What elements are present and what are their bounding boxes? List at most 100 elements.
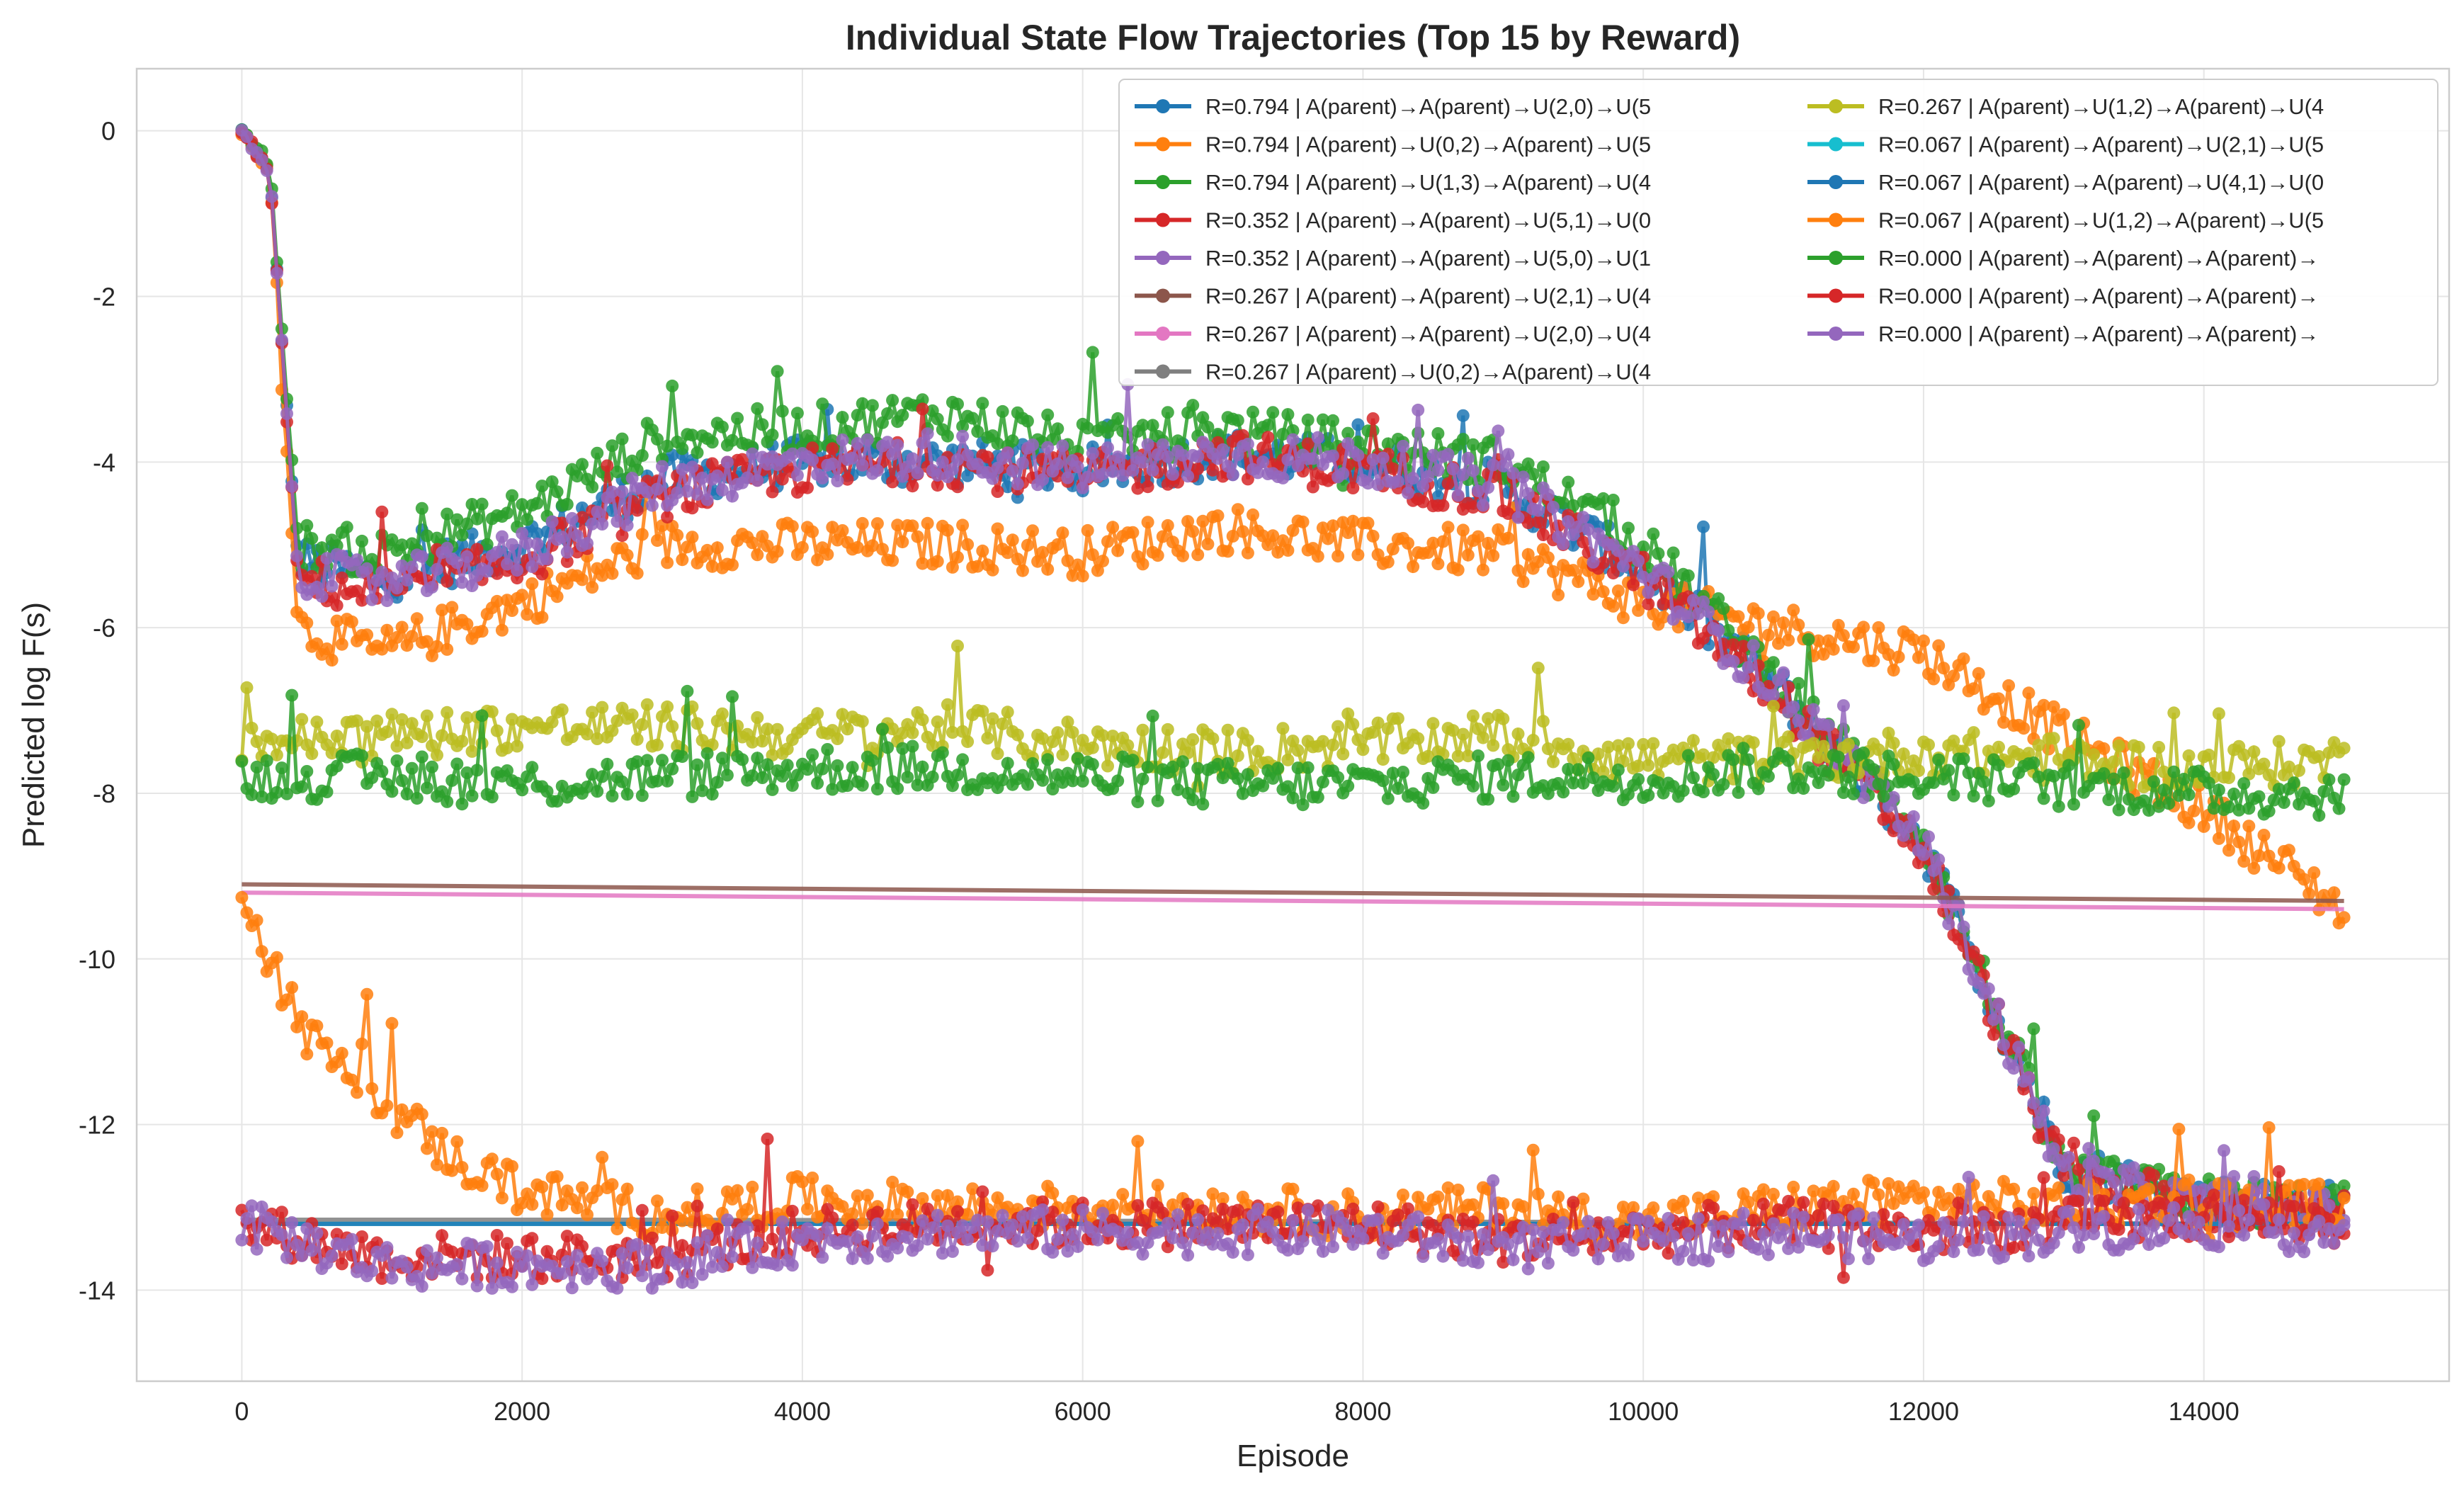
series-point <box>1882 810 1895 824</box>
series-point <box>1151 794 1164 807</box>
series-point <box>751 711 764 724</box>
series-point <box>1482 712 1495 725</box>
series-point <box>951 769 964 782</box>
series-point <box>1056 748 1069 761</box>
series-point <box>1247 405 1259 419</box>
series-point <box>365 1082 379 1095</box>
series-point <box>375 565 389 579</box>
series-point <box>1647 527 1660 540</box>
series-point <box>1942 1224 1955 1237</box>
series-point <box>2222 771 2235 784</box>
series-point <box>2227 787 2241 800</box>
series-point <box>465 579 479 592</box>
series-point <box>951 550 964 564</box>
series-point <box>1126 464 1140 477</box>
series-point <box>611 465 624 479</box>
series-point <box>1487 739 1500 752</box>
series-point <box>490 545 504 559</box>
series-point <box>490 567 504 580</box>
series-point <box>635 718 649 731</box>
series-point <box>545 515 559 528</box>
series-point <box>1001 705 1014 719</box>
series-point <box>1557 786 1570 799</box>
series-point <box>356 594 368 607</box>
series-point <box>601 757 614 771</box>
series-point <box>2097 742 2111 755</box>
series-point <box>375 765 389 778</box>
series-point <box>545 715 559 729</box>
series-point <box>976 1239 989 1252</box>
series-point <box>656 710 669 723</box>
series-point <box>1332 771 1345 784</box>
series-point <box>1041 408 1055 421</box>
series-point <box>601 459 614 472</box>
series-point <box>1131 795 1145 809</box>
series-point <box>865 754 879 767</box>
series-point <box>2157 1179 2171 1193</box>
series-point <box>1026 438 1039 451</box>
series-point <box>1841 771 1855 783</box>
series-point <box>2257 829 2271 841</box>
series-point <box>1086 548 1099 562</box>
series-point <box>1001 480 1014 494</box>
series-point <box>1807 703 1820 716</box>
series-point <box>806 453 819 467</box>
series-point <box>295 1010 309 1024</box>
series-point <box>1552 1190 1565 1203</box>
series-point <box>330 539 344 552</box>
series-point <box>1972 1243 1985 1257</box>
series-point <box>1136 772 1149 786</box>
series-point <box>1927 864 1941 877</box>
series-point <box>686 429 699 442</box>
series-point <box>1766 656 1780 669</box>
series-point <box>1742 753 1755 766</box>
y-tick-label: -8 <box>93 779 115 808</box>
series-point <box>1391 712 1404 725</box>
series-point <box>606 1178 619 1191</box>
series-point <box>351 1086 363 1099</box>
series-point <box>901 1185 914 1198</box>
series-point <box>1076 481 1089 494</box>
series-point <box>640 485 654 499</box>
series-point <box>761 1133 774 1145</box>
legend-item: R=0.267 | A(parent)→A(parent)→U(2,1)→U(4 <box>1135 284 1651 309</box>
series-point <box>1841 737 1855 751</box>
series-point <box>2167 706 2181 720</box>
series-point <box>1847 1187 1860 1201</box>
series-point <box>731 1184 744 1197</box>
series-point <box>1156 438 1169 451</box>
series-point <box>1161 518 1174 532</box>
series-point <box>431 1158 443 1172</box>
series-point <box>1066 1228 1079 1241</box>
legend-label: R=0.000 | A(parent)→A(parent)→A(parent)→ <box>1878 322 2319 346</box>
series-point <box>1381 792 1395 805</box>
series-point <box>410 792 424 805</box>
series-layer <box>235 123 2351 1295</box>
series-point <box>1601 740 1615 754</box>
series-point <box>2062 1150 2075 1164</box>
series-point <box>485 1152 499 1166</box>
legend-label: R=0.267 | A(parent)→A(parent)→U(2,0)→U(4 <box>1205 322 1651 346</box>
series-point <box>1812 751 1825 764</box>
legend-swatch-marker <box>1156 327 1170 341</box>
series-point <box>891 1242 904 1255</box>
series-point <box>1456 468 1470 482</box>
series-point <box>310 715 324 729</box>
series-point <box>2322 1222 2336 1235</box>
series-point <box>961 538 975 551</box>
series-point <box>956 753 970 766</box>
series-point <box>661 700 674 713</box>
series-point <box>480 565 494 578</box>
series-point <box>780 759 794 772</box>
series-point <box>1492 758 1505 771</box>
series-point <box>576 501 589 514</box>
series-point <box>941 523 954 537</box>
series-point <box>1627 545 1640 558</box>
series-point <box>801 1203 814 1216</box>
series-point <box>971 783 984 796</box>
series-point <box>2172 1123 2186 1136</box>
series-point <box>2142 1238 2155 1252</box>
series-point <box>1456 727 1470 741</box>
series-point <box>766 485 779 499</box>
series-point <box>2112 1223 2125 1236</box>
